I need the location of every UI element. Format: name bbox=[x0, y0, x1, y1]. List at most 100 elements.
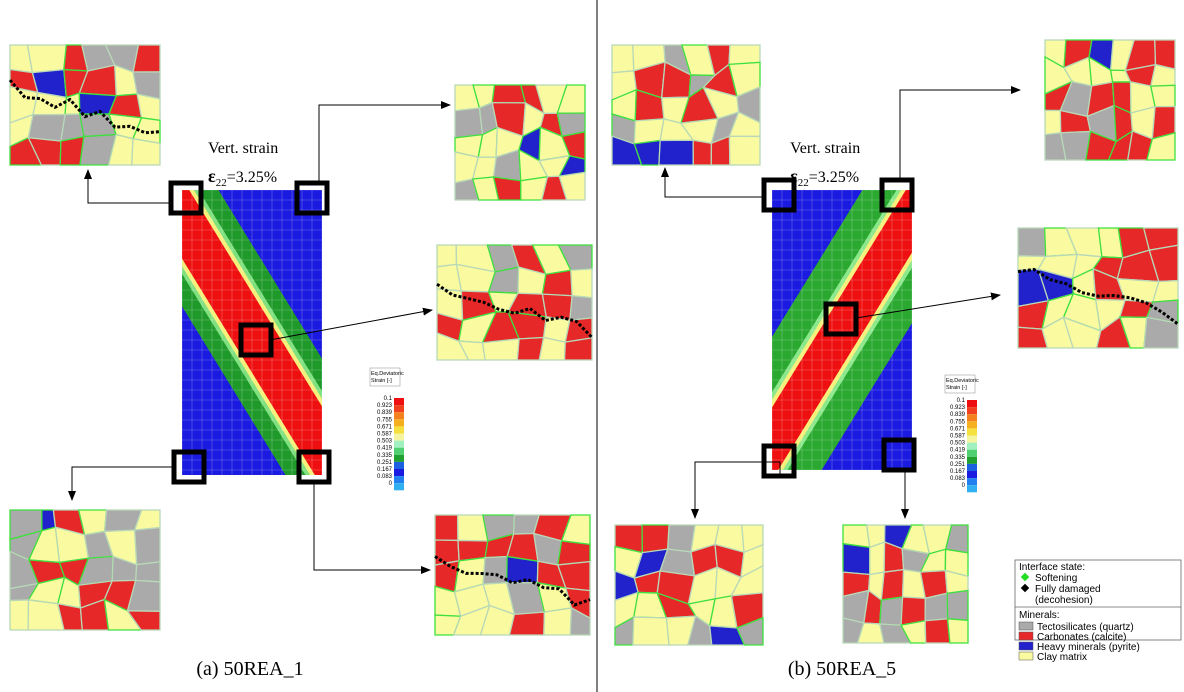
colorbar-label: 0.671 bbox=[377, 424, 393, 430]
grain bbox=[508, 611, 546, 636]
grain bbox=[736, 616, 764, 646]
colorbar-label: 0.335 bbox=[950, 455, 966, 461]
strain-field-a bbox=[182, 190, 322, 475]
selection-box bbox=[761, 177, 797, 213]
legend-swatch bbox=[1018, 621, 1034, 631]
arrow bbox=[691, 461, 781, 519]
grain bbox=[9, 599, 30, 631]
colorbar-cell bbox=[394, 447, 404, 455]
colorbar-label: 0.1 bbox=[384, 396, 393, 402]
grain bbox=[667, 524, 696, 553]
microstructure bbox=[611, 44, 761, 166]
strain-title: Vert. strain bbox=[208, 140, 278, 157]
grain bbox=[492, 176, 522, 201]
legend-entry: (decohesion) bbox=[1035, 595, 1093, 606]
colorbar-label: 0 bbox=[962, 483, 966, 489]
legend-swatch bbox=[1018, 631, 1034, 641]
grain bbox=[134, 526, 161, 566]
colorbar-title: Strain [-] bbox=[371, 378, 392, 384]
colorbar-label: 0.923 bbox=[377, 403, 393, 409]
colorbar-label: 0.503 bbox=[950, 441, 966, 447]
selection-box bbox=[823, 301, 859, 337]
colorbar-label: 0.251 bbox=[950, 462, 966, 468]
grain bbox=[1143, 316, 1179, 349]
grain bbox=[632, 616, 670, 646]
microstructure-insets bbox=[8, 39, 1179, 646]
colorbar-cell bbox=[967, 428, 977, 436]
grain bbox=[879, 596, 904, 626]
colorbar-cell bbox=[394, 398, 404, 406]
strain-title: Vert. strain bbox=[790, 140, 860, 157]
legend-entry: Clay matrix bbox=[1037, 652, 1087, 663]
grain bbox=[569, 295, 593, 322]
colorbar-title: Eq.Deviatoric bbox=[946, 378, 979, 384]
grain bbox=[869, 541, 886, 576]
caption: (b) 50REA_5 bbox=[788, 658, 896, 680]
colorbar-label: 0.923 bbox=[950, 405, 966, 411]
arrow bbox=[84, 169, 171, 204]
colorbar-cell bbox=[967, 400, 977, 408]
colorbar-label: 0.755 bbox=[950, 419, 966, 425]
colorbar-cell bbox=[394, 426, 404, 434]
legend-swatch bbox=[1018, 641, 1034, 651]
colorbar-label: 0.587 bbox=[950, 434, 966, 440]
colorbar-label: 0.839 bbox=[377, 410, 393, 416]
grain bbox=[491, 84, 527, 104]
colorbar-label: 0.251 bbox=[377, 460, 393, 466]
damage-path bbox=[8, 79, 161, 135]
selection-box bbox=[879, 177, 915, 213]
colorbar-label: 0.839 bbox=[950, 412, 966, 418]
grain bbox=[842, 542, 871, 576]
colorbar-cell bbox=[394, 454, 404, 462]
colorbar-label: 0.503 bbox=[377, 439, 393, 445]
grain bbox=[558, 171, 586, 201]
arrow bbox=[318, 101, 451, 183]
grain bbox=[1149, 84, 1176, 108]
selection-box bbox=[761, 443, 797, 479]
colorbar-cell bbox=[394, 412, 404, 420]
legend: Interface state: Softening Fully damaged… bbox=[1014, 559, 1182, 663]
colorbar-cell bbox=[967, 442, 977, 450]
colorbar-title-box bbox=[944, 374, 976, 394]
colorbar-cell bbox=[967, 435, 977, 443]
colorbar-cell bbox=[967, 471, 977, 479]
grain bbox=[563, 337, 593, 361]
arrows bbox=[68, 86, 1021, 574]
grain bbox=[728, 44, 761, 66]
arrow bbox=[661, 167, 764, 198]
colorbar-label: 0.419 bbox=[950, 448, 966, 454]
colorbar-label: 0.755 bbox=[377, 417, 393, 423]
microstructure bbox=[9, 509, 161, 631]
legend-heading: Minerals: bbox=[1019, 610, 1060, 621]
grain bbox=[436, 244, 458, 268]
microstructure bbox=[1044, 39, 1176, 161]
colorbar-label: 0 bbox=[389, 481, 393, 487]
grain bbox=[924, 592, 949, 622]
microstructure bbox=[1017, 227, 1179, 349]
grain bbox=[924, 618, 951, 644]
colorbar-cell bbox=[967, 449, 977, 457]
colorbar-label: 0.587 bbox=[377, 432, 393, 438]
grain bbox=[569, 606, 591, 636]
legend-entry: Softening bbox=[1035, 573, 1077, 584]
selection-box bbox=[168, 180, 204, 216]
microstructure bbox=[614, 524, 764, 646]
colorbar-cell bbox=[394, 419, 404, 427]
arrow bbox=[269, 307, 433, 341]
arrow bbox=[68, 466, 174, 501]
grain bbox=[131, 137, 161, 166]
grain bbox=[26, 44, 68, 74]
strain-value: ε22=3.25% bbox=[790, 166, 859, 189]
grain bbox=[543, 607, 573, 636]
microstructure bbox=[434, 514, 591, 636]
grain bbox=[692, 139, 713, 166]
legend-entry: Fully damaged bbox=[1035, 584, 1101, 595]
colorbar-label: 0.335 bbox=[377, 453, 393, 459]
arrow bbox=[899, 86, 1021, 180]
selection-boxes bbox=[168, 177, 917, 485]
colorbar-title: Strain [-] bbox=[946, 385, 967, 391]
colorbar-cell bbox=[967, 485, 977, 493]
colorbar-cell bbox=[394, 405, 404, 413]
